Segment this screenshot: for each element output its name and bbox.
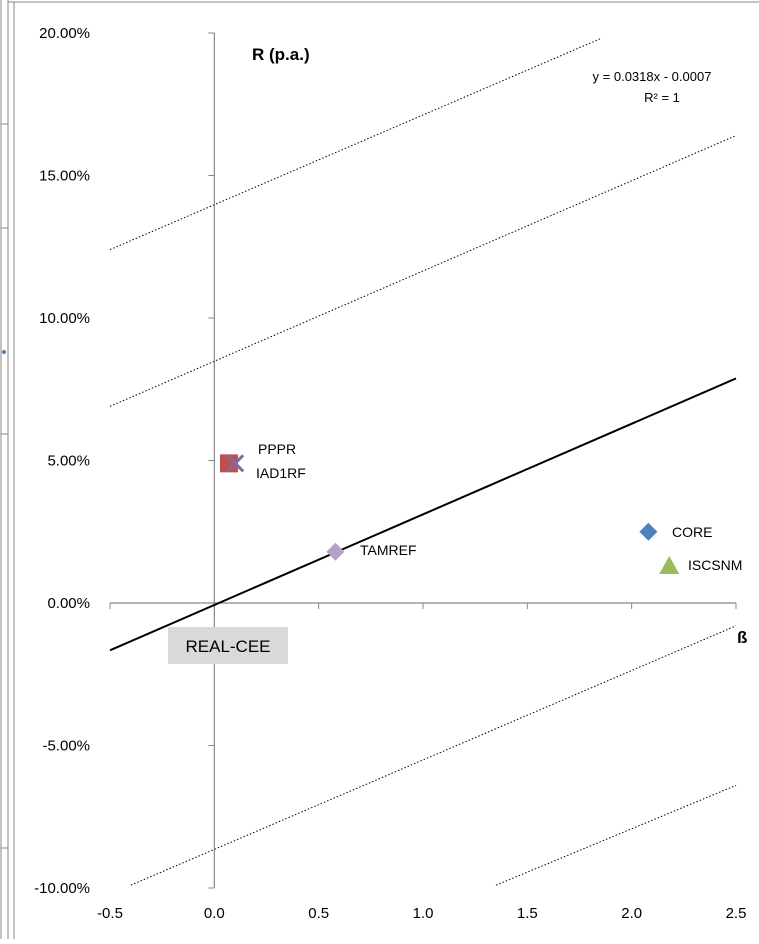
r-squared-label: R² = 1 (644, 90, 680, 105)
dotted-reference-line (109, 38, 601, 251)
x-tick-label: 2.0 (621, 905, 642, 922)
dotted-reference-line (109, 135, 737, 407)
y-tick-label: 5.00% (47, 453, 90, 470)
y-tick-label: -10.00% (34, 880, 90, 897)
point-core (639, 522, 658, 541)
x-tick-label: 2.5 (726, 905, 747, 922)
x-tick-label: 1.0 (413, 905, 434, 922)
left-edge-fragments (1, 123, 8, 849)
point-iscsnm (659, 555, 680, 574)
y-tick-label: 20.00% (39, 25, 90, 42)
x-tick-label: 0.0 (204, 905, 225, 922)
y-axis-label: R (p.a.) (252, 45, 310, 64)
dotted-reference-line (495, 784, 737, 886)
point-label-iad1rf: IAD1RF (256, 465, 306, 481)
point-tamref (326, 542, 345, 561)
point-labels: CORE ISCSNM PPPR IAD1RF TAMREF (256, 441, 742, 573)
point-label-core: CORE (672, 524, 712, 540)
dotted-reference-line (130, 625, 737, 886)
x-axis-label: ß (737, 628, 747, 647)
x-tick-label: -0.5 (97, 905, 123, 922)
y-tick-label: 10.00% (39, 310, 90, 327)
point-label-tamref: TAMREF (360, 542, 417, 558)
annotation-box (168, 627, 288, 664)
axes: -0.5 0.0 0.5 1.0 1.5 2.0 2.5 -10.00% -5.00% 0.00%… (34, 25, 746, 922)
y-tick-label: 0.00% (47, 595, 90, 612)
x-tick-label: 0.5 (308, 905, 329, 922)
point-label-pppr: PPPR (258, 441, 296, 457)
data-points (219, 454, 680, 574)
point-iad1rf (226, 454, 245, 473)
left-edge-point (2, 350, 6, 354)
regression-line-group (109, 377, 737, 652)
point-pppr (219, 454, 238, 473)
regression-equation: y = 0.0318x - 0.0007 (593, 69, 712, 84)
x-tick-label: 1.5 (517, 905, 538, 922)
point-label-iscsnm: ISCSNM (688, 557, 742, 573)
annotation-box-label: REAL-CEE (185, 637, 270, 656)
dotted-lines (109, 38, 737, 886)
y-tick-label: 15.00% (39, 168, 90, 185)
regression-line (109, 377, 737, 652)
y-tick-label: -5.00% (42, 738, 90, 755)
